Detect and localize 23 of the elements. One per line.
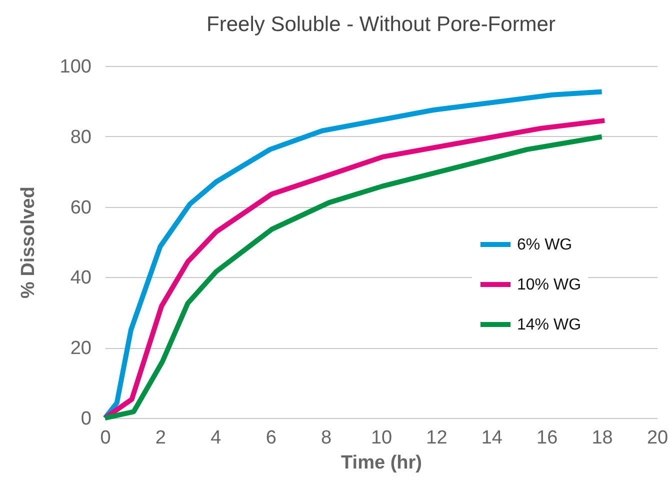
x-tick-label: 12 (426, 428, 448, 448)
y-tick-label: 20 (70, 338, 92, 360)
legend-label: 10% WG (517, 276, 582, 294)
x-axis-title: Time (hr) (341, 452, 422, 474)
legend-label: 14% WG (517, 316, 582, 334)
x-tick-label: 4 (210, 428, 222, 448)
x-tick-label: 8 (321, 428, 332, 448)
x-tick-label: 14 (481, 428, 503, 448)
x-tick-label: 0 (100, 428, 111, 448)
y-tick-label: 0 (80, 408, 92, 430)
legend-label: 6% WG (517, 236, 572, 254)
x-tick-label: 6 (266, 428, 276, 448)
y-tick-label: 40 (70, 268, 92, 289)
y-tick-label: 60 (70, 197, 92, 218)
x-tick-label: 10 (370, 428, 392, 448)
x-tick-label: 16 (536, 428, 558, 448)
y-tick-label: 100 (60, 56, 92, 78)
chart-title: Freely Soluble - Without Pore-Former (206, 13, 556, 36)
y-axis-title: % Dissolved (18, 186, 39, 298)
y-tick-label: 80 (70, 126, 92, 148)
x-tick-label: 20 (646, 428, 668, 448)
x-tick-label: 18 (592, 428, 613, 448)
x-tick-label: 2 (155, 428, 166, 448)
